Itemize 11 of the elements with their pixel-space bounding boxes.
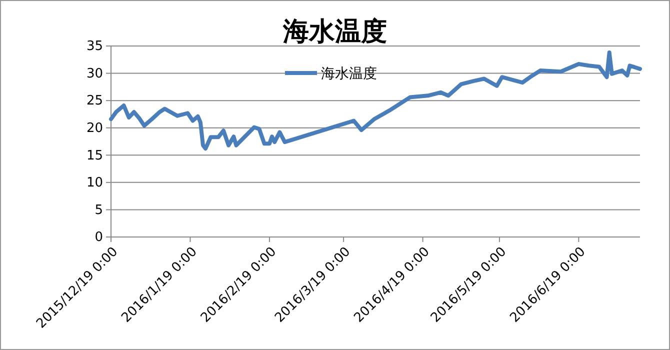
chart-title: 海水温度 (282, 17, 387, 47)
y-tick-label: 25 (86, 94, 103, 109)
y-tick-label: 10 (86, 176, 103, 191)
y-tick-label: 15 (86, 148, 103, 164)
y-tick-label: 35 (86, 39, 103, 54)
y-tick-label: 20 (86, 121, 103, 136)
line-series (109, 50, 642, 151)
legend-label: 海水温度 (321, 66, 377, 82)
y-tick-label: 0 (94, 230, 103, 246)
y-tick-label: 5 (94, 202, 103, 218)
y-tick-label: 30 (86, 66, 103, 82)
